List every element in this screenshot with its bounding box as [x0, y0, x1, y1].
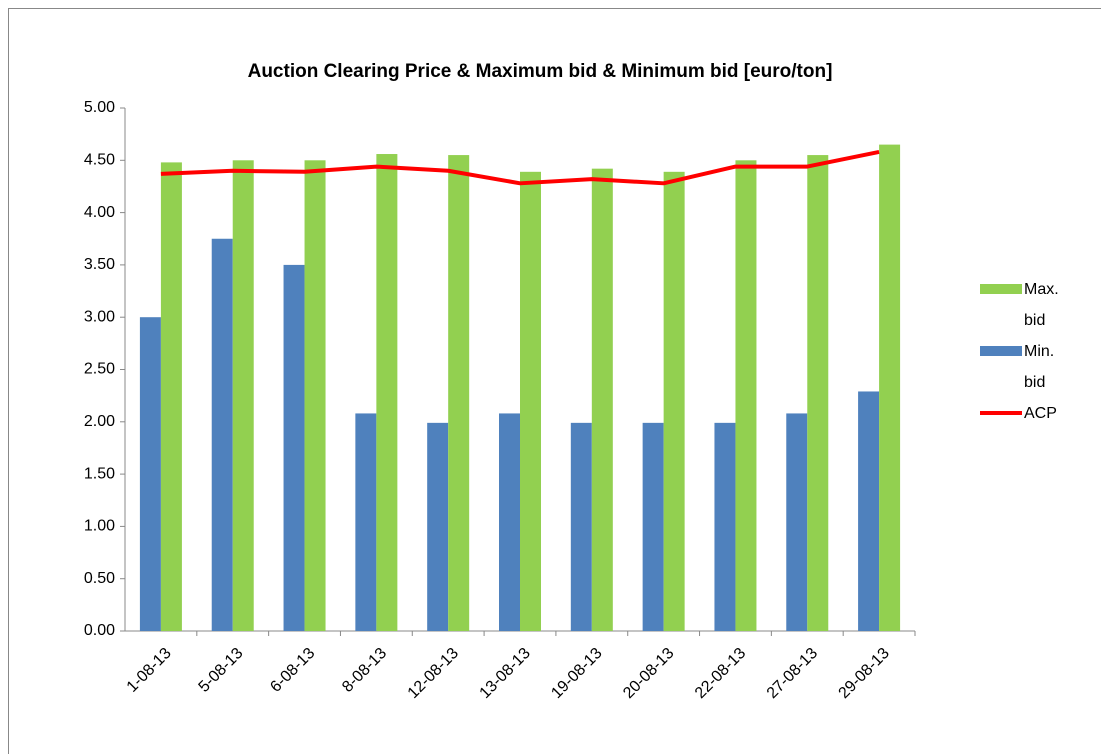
bar	[642, 422, 664, 631]
swatch-color	[980, 346, 1022, 356]
bar	[807, 155, 829, 631]
legend-entry: ACP	[980, 398, 1070, 429]
bar	[591, 168, 613, 631]
legend: Max. bid Min. bid ACP	[980, 274, 1070, 429]
x-tick-label: 5-08-13	[196, 645, 247, 696]
bar	[858, 391, 880, 631]
x-tick-label: 12-08-13	[405, 645, 462, 702]
y-tick-label: 2.50	[84, 361, 115, 378]
legend-entry: Max. bid	[980, 274, 1070, 336]
x-tick-label: 1-08-13	[124, 645, 175, 696]
bar	[376, 154, 398, 632]
bar	[663, 171, 685, 631]
x-tick-label: 22-08-13	[692, 645, 749, 702]
bar	[499, 413, 520, 631]
bar	[160, 162, 182, 631]
y-tick-label: 1.50	[84, 465, 115, 482]
legend-label: Min. bid	[1024, 343, 1055, 391]
y-tick-label: 0.50	[84, 570, 115, 587]
bar	[211, 238, 233, 631]
y-tick-label: 5.00	[84, 99, 115, 116]
legend-label: Max. bid	[1024, 281, 1059, 329]
bar	[355, 413, 377, 631]
legend-swatch	[980, 274, 1024, 305]
x-tick-label: 29-08-13	[836, 645, 893, 702]
x-tick-label: 20-08-13	[620, 645, 677, 702]
bar	[879, 144, 901, 632]
y-tick-label: 4.00	[84, 204, 115, 221]
y-tick-label: 3.00	[84, 308, 115, 325]
swatch-color	[980, 284, 1022, 294]
y-tick-label: 3.50	[84, 256, 115, 273]
legend-label: ACP	[1024, 405, 1057, 422]
chart-border	[8, 8, 1101, 754]
y-tick-label: 4.50	[84, 152, 115, 169]
bar	[714, 422, 736, 631]
y-tick-label: 1.00	[84, 518, 115, 535]
bar	[570, 422, 592, 631]
swatch-color	[980, 411, 1022, 415]
legend-entry: Min. bid	[980, 336, 1070, 398]
bar	[448, 155, 470, 631]
y-tick-label: 0.00	[84, 622, 115, 639]
x-tick-label: 27-08-13	[764, 645, 821, 702]
legend-swatch	[980, 398, 1024, 429]
line	[160, 149, 880, 186]
x-tick-label: 19-08-13	[548, 645, 605, 702]
bar	[427, 422, 449, 631]
x-tick-label: 13-08-13	[477, 645, 534, 702]
y-tick-label: 2.00	[84, 413, 115, 430]
bar	[283, 264, 305, 631]
bar	[786, 413, 808, 631]
bar	[304, 160, 326, 632]
bar	[139, 317, 161, 631]
chart-title: Auction Clearing Price & Maximum bid & M…	[248, 61, 833, 82]
bar	[520, 171, 541, 631]
bar	[232, 160, 254, 632]
bar	[735, 160, 757, 632]
x-tick-label: 6-08-13	[267, 645, 318, 696]
x-tick-label: 8-08-13	[339, 645, 390, 696]
legend-swatch	[980, 336, 1024, 367]
